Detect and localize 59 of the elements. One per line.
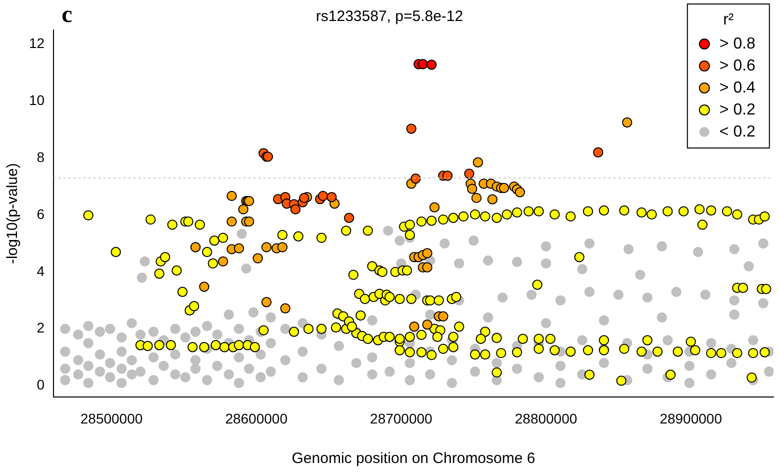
point bbox=[261, 297, 272, 308]
point bbox=[199, 282, 210, 292]
point bbox=[514, 187, 526, 198]
point bbox=[418, 59, 428, 70]
point bbox=[487, 194, 498, 204]
point bbox=[409, 322, 420, 332]
legend-title: r² bbox=[723, 11, 734, 28]
point bbox=[593, 147, 604, 158]
point bbox=[277, 242, 288, 252]
point bbox=[422, 320, 432, 330]
chart-title: rs1233587, p=5.8e-12 bbox=[316, 8, 464, 26]
point bbox=[472, 157, 484, 168]
point bbox=[226, 190, 237, 202]
x-tick-label: 28600000 bbox=[225, 410, 288, 426]
point bbox=[422, 248, 432, 258]
point bbox=[422, 262, 432, 272]
point bbox=[234, 243, 244, 254]
legend-label: < 0.2 bbox=[719, 123, 756, 140]
y-tick-label: 12 bbox=[28, 35, 45, 52]
point bbox=[226, 216, 237, 227]
point bbox=[464, 168, 474, 179]
point bbox=[280, 303, 290, 314]
point bbox=[344, 212, 354, 223]
point bbox=[244, 216, 254, 227]
point bbox=[438, 311, 448, 322]
point bbox=[442, 170, 453, 181]
point bbox=[326, 192, 337, 202]
legend-label: > 0.2 bbox=[719, 101, 756, 118]
legend-label: > 0.6 bbox=[719, 57, 756, 74]
x-tick-label: 28700000 bbox=[370, 410, 433, 426]
y-tick-label: 0 bbox=[36, 376, 45, 393]
legend-label: > 0.8 bbox=[719, 35, 756, 52]
legend-label: > 0.4 bbox=[719, 79, 756, 96]
y-axis-title: -log10(p-value) bbox=[4, 163, 22, 264]
x-tick-label: 28800000 bbox=[514, 410, 578, 426]
point bbox=[429, 202, 440, 212]
point bbox=[299, 192, 310, 204]
x-tick-label: 28500000 bbox=[80, 410, 143, 426]
point bbox=[471, 192, 482, 204]
text: c bbox=[62, 2, 73, 28]
point bbox=[252, 253, 263, 264]
point bbox=[410, 173, 421, 184]
y-tick-label: 2 bbox=[36, 320, 45, 336]
x-axis-title: Genomic position on Chromosome 6 bbox=[292, 450, 536, 468]
point bbox=[406, 124, 416, 134]
point bbox=[318, 190, 328, 202]
point bbox=[261, 242, 272, 252]
point bbox=[498, 182, 510, 194]
point bbox=[467, 184, 478, 194]
point bbox=[426, 60, 437, 70]
point bbox=[622, 117, 632, 128]
point bbox=[238, 204, 248, 214]
y-tick-label: 6 bbox=[36, 206, 45, 222]
point bbox=[218, 256, 228, 267]
point bbox=[290, 204, 301, 214]
y-tick-label: 10 bbox=[28, 92, 45, 108]
y-tick-label: 8 bbox=[36, 148, 45, 165]
y-tick-label: 4 bbox=[36, 262, 45, 279]
x-tick-label: 28900000 bbox=[660, 410, 722, 426]
